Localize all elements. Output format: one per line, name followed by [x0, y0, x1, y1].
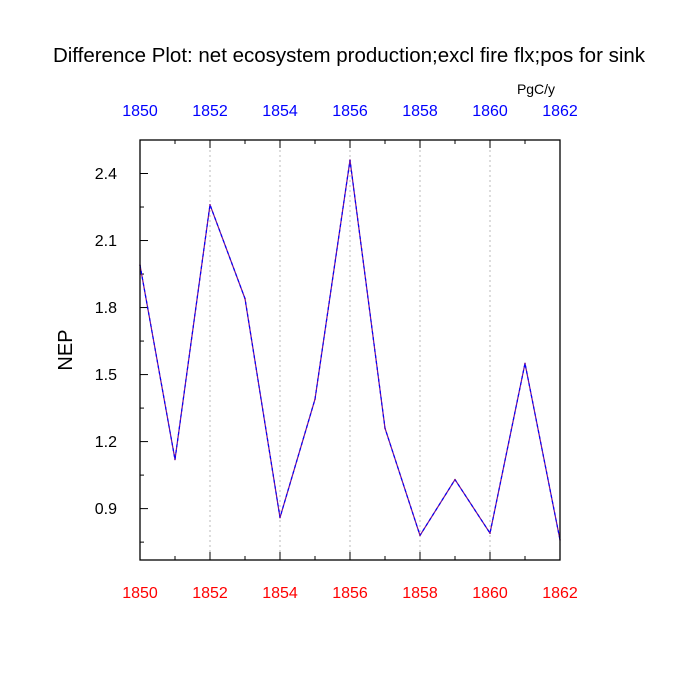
x-tick-label-top: 1858 — [402, 103, 438, 120]
y-tick-label: 0.9 — [95, 501, 117, 518]
chart-title: Difference Plot: net ecosystem productio… — [53, 44, 646, 67]
nep-data-point — [524, 362, 526, 365]
nep-data-point — [454, 478, 456, 481]
x-tick-label-bottom: 1860 — [472, 585, 508, 602]
nep-data-point — [174, 458, 176, 461]
nep-data-point — [419, 534, 421, 537]
nep-data-point — [384, 427, 386, 429]
nep-data-point — [209, 203, 211, 206]
x-tick-label-top: 1860 — [472, 103, 508, 120]
x-tick-label-bottom: 1862 — [542, 585, 578, 602]
y-tick-label: 1.8 — [95, 300, 117, 317]
plot-frame — [139, 139, 561, 561]
x-tick-label-top: 1856 — [332, 103, 368, 120]
y-tick-label: 2.4 — [95, 166, 117, 183]
nep-data-point — [489, 532, 491, 534]
units-label: PgC/y — [517, 81, 555, 97]
y-axis-label: NEP — [55, 329, 77, 370]
y-tick-label: 1.5 — [95, 367, 117, 384]
y-tick-label: 2.1 — [95, 233, 117, 250]
nep-data-point — [279, 516, 281, 519]
x-tick-label-top: 1862 — [542, 103, 578, 120]
x-tick-label-bottom: 1850 — [122, 585, 158, 602]
x-tick-label-top: 1850 — [122, 103, 158, 120]
nep-data-point — [314, 398, 316, 400]
y-tick-label: 1.2 — [95, 434, 117, 451]
x-tick-label-bottom: 1856 — [332, 585, 368, 602]
x-tick-label-top: 1852 — [192, 103, 228, 120]
x-tick-label-top: 1854 — [262, 103, 298, 120]
x-tick-label-bottom: 1852 — [192, 585, 228, 602]
x-tick-label-bottom: 1854 — [262, 585, 298, 602]
nep-data-point — [244, 297, 246, 300]
x-tick-label-bottom: 1858 — [402, 585, 438, 602]
nep-data-point — [349, 159, 351, 161]
